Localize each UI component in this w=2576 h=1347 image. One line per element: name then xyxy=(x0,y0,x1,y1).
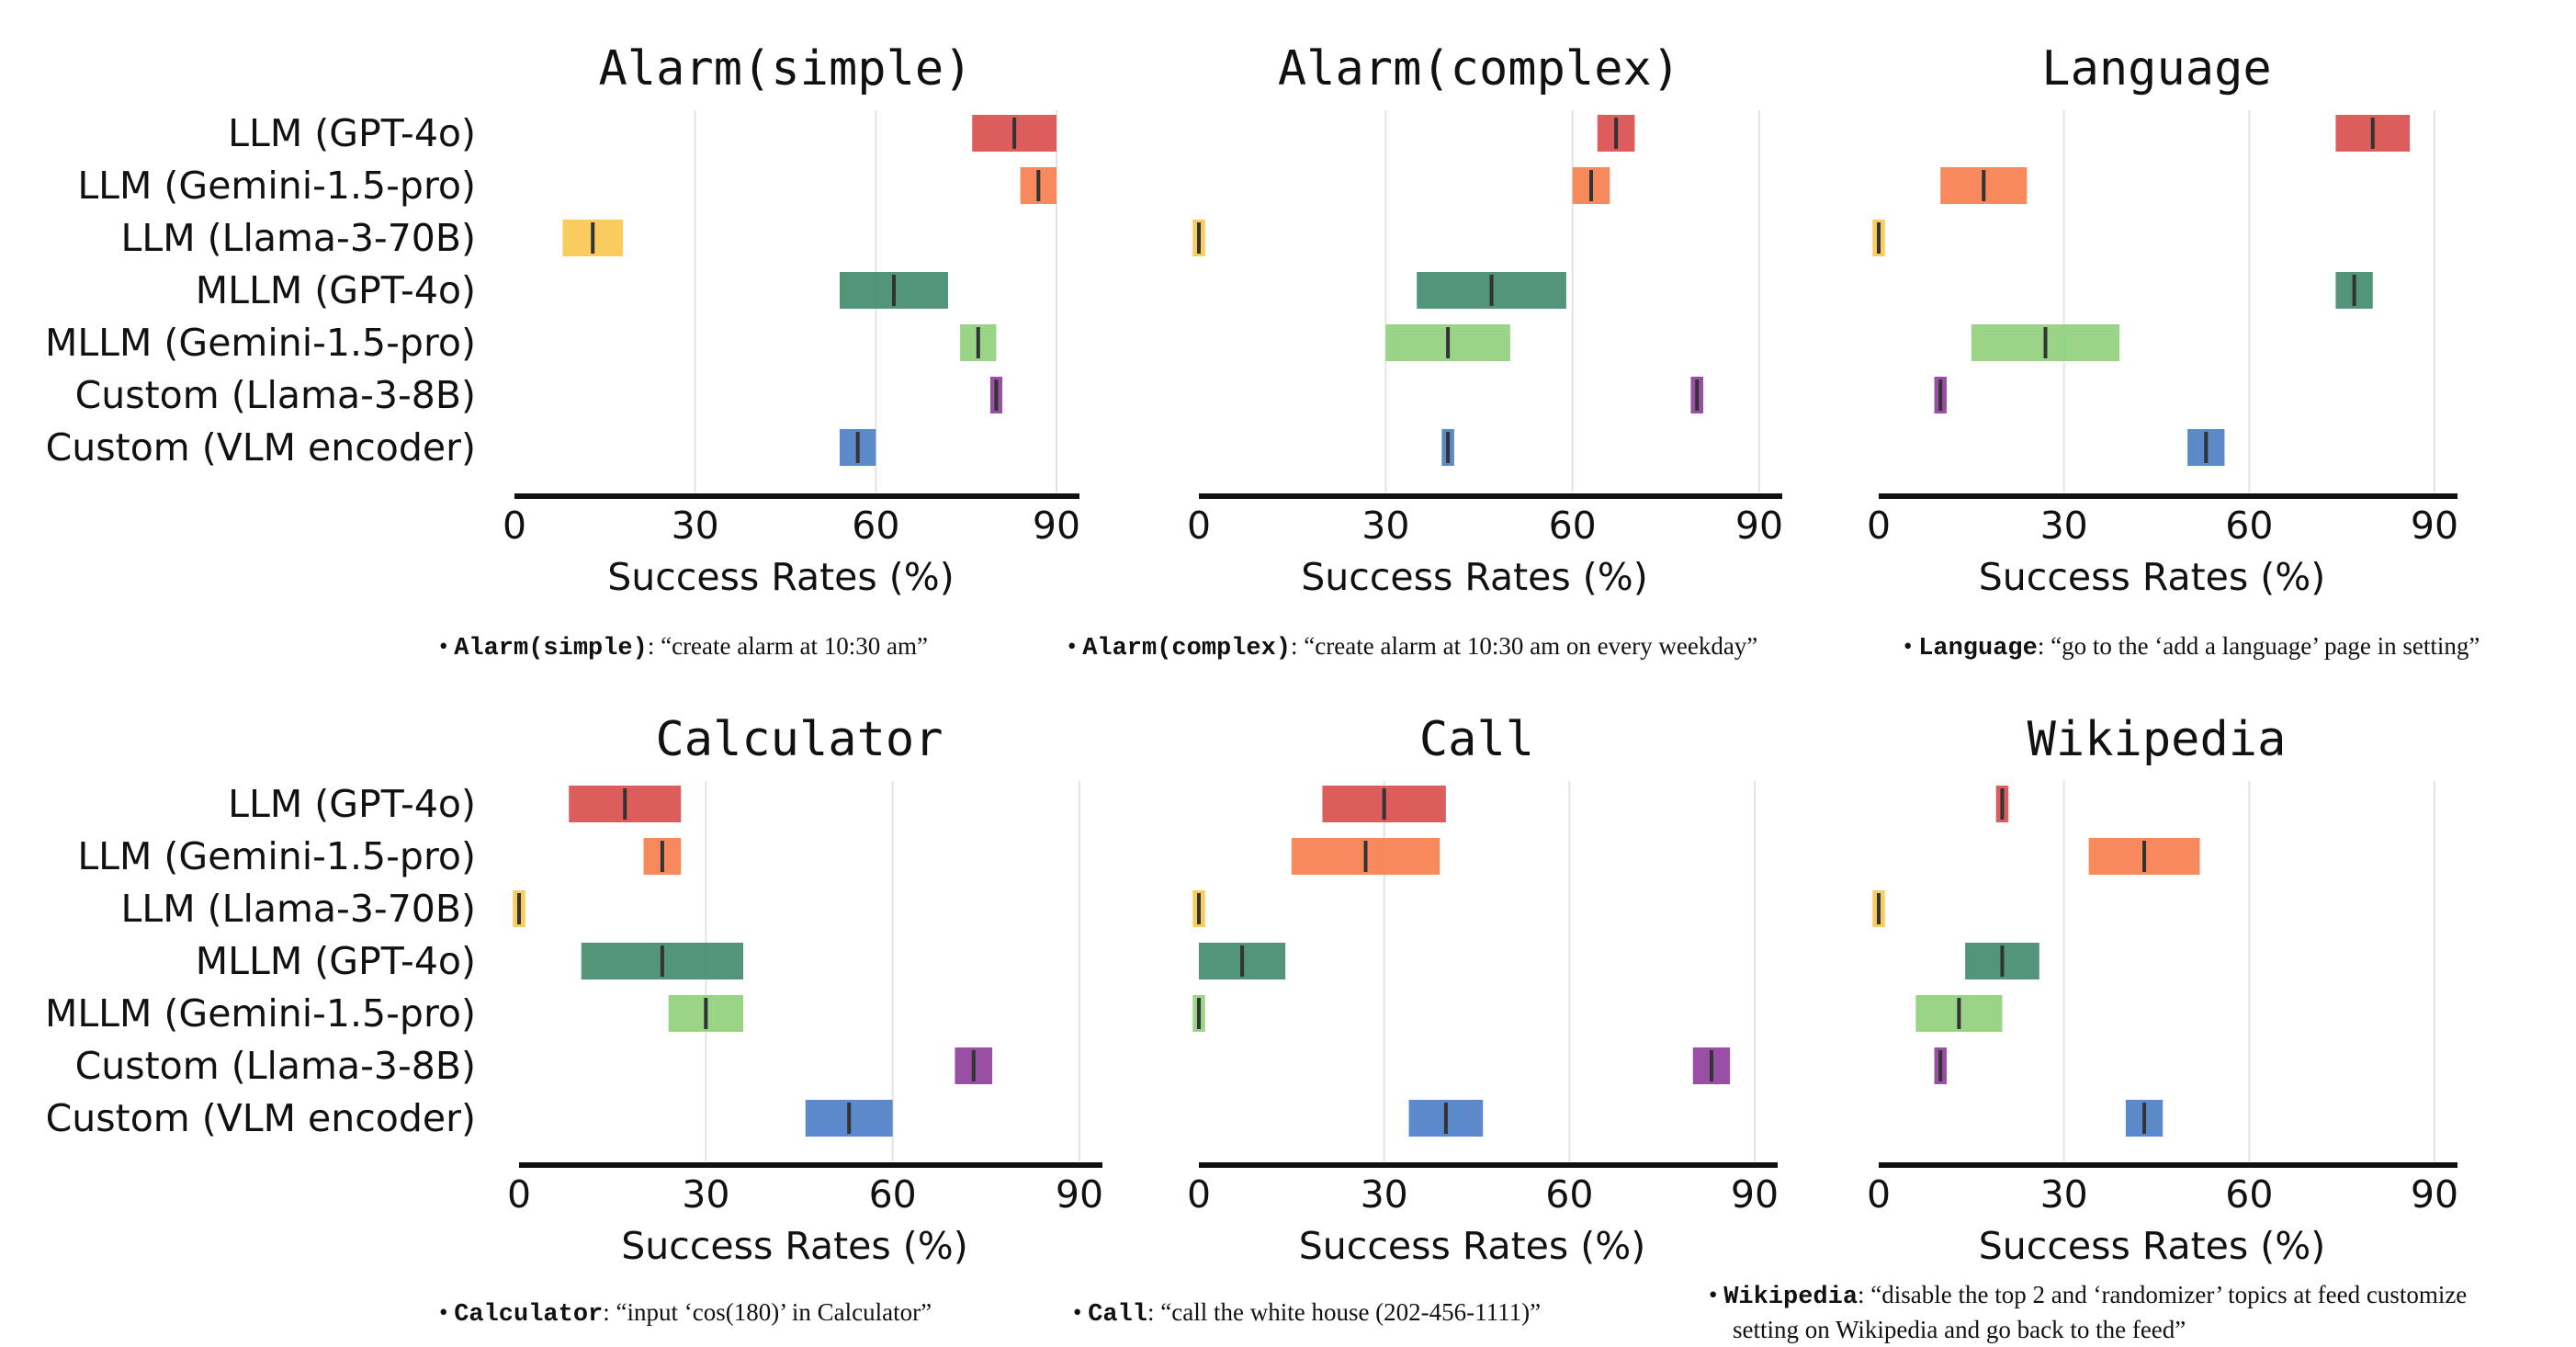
tick-label: 60 xyxy=(1545,1172,1593,1217)
tick-label: 90 xyxy=(1735,504,1783,548)
category-label: MLLM (Gemini-1.5-pro) xyxy=(45,321,476,365)
category-label: Custom (VLM encoder) xyxy=(46,425,476,470)
task-note-alarm-complex: • Alarm(complex): “create alarm at 10:30… xyxy=(1068,632,1757,662)
tick-label: 90 xyxy=(1033,504,1080,548)
panel-call: Call 0 30 60 90 Success Rates (%) xyxy=(1187,712,1779,1268)
tick-label: 0 xyxy=(507,1172,531,1217)
tick-label: 30 xyxy=(2040,1172,2088,1217)
category-label: LLM (GPT-4o) xyxy=(228,111,476,155)
category-label: Custom (Llama-3-8B) xyxy=(75,1044,476,1088)
tick-label: 30 xyxy=(2040,504,2088,548)
panel-alarm-complex: Alarm(complex) 0 30 60 90 Success Rates (%) xyxy=(1187,41,1783,599)
tick-label: 60 xyxy=(1549,504,1597,548)
tick-label: 0 xyxy=(1867,1172,1891,1217)
panel-alarm-simple: Alarm(simple) LLM (GPT-4o) LLM (Gemini-1.5… xyxy=(45,41,1080,599)
x-axis-label: Success Rates (%) xyxy=(1301,555,1647,599)
x-axis-label: Success Rates (%) xyxy=(1979,555,2325,599)
panel-wikipedia: Wikipedia 0 30 60 90 Success Rates (%) xyxy=(1867,712,2458,1268)
category-label: LLM (Llama-3-70B) xyxy=(121,887,476,931)
tick-label: 90 xyxy=(1056,1172,1103,1217)
panel-calculator: Calculator LLM (GPT-4o) LLM (Gemini-1.5-pr… xyxy=(45,712,1103,1268)
category-label: LLM (Gemini-1.5-pro) xyxy=(77,164,476,208)
tick-label: 0 xyxy=(503,504,526,548)
tick-label: 60 xyxy=(869,1172,917,1217)
tick-label: 60 xyxy=(852,504,899,548)
task-note-call: • Call: “call the white house (202-456-1… xyxy=(1073,1298,1541,1329)
notes-layer: • Alarm(simple): “create alarm at 10:30 … xyxy=(439,632,2480,1343)
task-note-wikipedia: • Wikipedia: “disable the top 2 and ‘ran… xyxy=(1709,1281,2467,1311)
category-label: LLM (GPT-4o) xyxy=(228,782,476,826)
panel-title: Alarm(simple) xyxy=(599,41,973,96)
task-note-alarm-simple: • Alarm(simple): “create alarm at 10:30 … xyxy=(439,632,928,662)
category-label: LLM (Gemini-1.5-pro) xyxy=(77,834,476,878)
tick-label: 30 xyxy=(1361,504,1409,548)
category-label: Custom (VLM encoder) xyxy=(46,1096,476,1140)
task-note-calculator: • Calculator: “input ‘cos(180)’ in Calcu… xyxy=(439,1298,932,1329)
tick-label: 60 xyxy=(2225,504,2273,548)
charts-layer: Alarm(simple) LLM (GPT-4o) LLM (Gemini-1.5… xyxy=(45,41,2458,1268)
x-axis-label: Success Rates (%) xyxy=(621,1224,967,1268)
tick-label: 30 xyxy=(672,504,719,548)
panel-title: Wikipedia xyxy=(2028,712,2287,767)
panel-title: Alarm(complex) xyxy=(1278,41,1680,96)
tick-label: 90 xyxy=(1731,1172,1779,1217)
tick-label: 60 xyxy=(2225,1172,2273,1217)
tick-label: 90 xyxy=(2411,1172,2458,1217)
category-label: Custom (Llama-3-8B) xyxy=(75,373,476,417)
tick-label: 0 xyxy=(1867,504,1891,548)
panel-title: Calculator xyxy=(655,712,943,767)
panel-title: Language xyxy=(2041,41,2271,96)
tick-label: 30 xyxy=(1361,1172,1408,1217)
category-label: MLLM (GPT-4o) xyxy=(196,939,476,983)
task-note-continuation: setting on Wikipedia and go back to the … xyxy=(1733,1316,2186,1343)
category-label: MLLM (Gemini-1.5-pro) xyxy=(45,991,476,1036)
x-axis-label: Success Rates (%) xyxy=(1979,1224,2325,1268)
panel-title: Call xyxy=(1419,712,1534,767)
tick-label: 0 xyxy=(1187,504,1211,548)
tick-label: 90 xyxy=(2411,504,2458,548)
x-axis-label: Success Rates (%) xyxy=(1299,1224,1645,1268)
panel-language: Language 0 30 60 90 Success Rates (%) xyxy=(1867,41,2458,599)
tick-label: 30 xyxy=(682,1172,729,1217)
task-note-language: • Language: “go to the ‘add a language’ … xyxy=(1904,632,2480,662)
category-label: MLLM (GPT-4o) xyxy=(196,268,476,312)
category-label: LLM (Llama-3-70B) xyxy=(121,216,476,260)
x-axis-label: Success Rates (%) xyxy=(607,555,954,599)
tick-label: 0 xyxy=(1187,1172,1211,1217)
